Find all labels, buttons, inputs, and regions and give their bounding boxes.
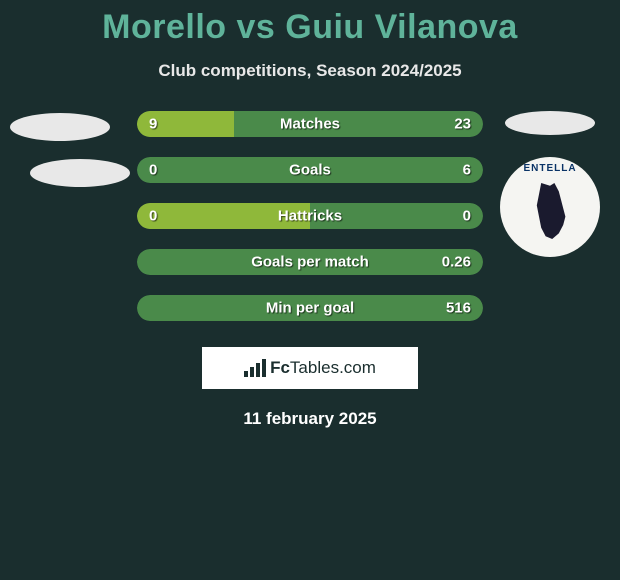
- stat-bar-row: 0 Hattricks 0: [137, 203, 483, 229]
- stat-value-left: 9: [149, 116, 157, 133]
- stat-bar-row: Min per goal 516: [137, 295, 483, 321]
- stat-bar-row: Goals per match 0.26: [137, 249, 483, 275]
- stat-bars: 9 Matches 23 0 Goals 6 0 Hattricks 0 Goals per ma…: [137, 111, 483, 321]
- stat-label: Hattricks: [278, 208, 342, 225]
- stat-value-right: 23: [454, 116, 471, 133]
- stat-value-left: 0: [149, 208, 157, 225]
- stat-value-right: 0: [463, 208, 471, 225]
- brand-prefix: Fc: [270, 358, 290, 377]
- date-line: 11 february 2025: [0, 409, 620, 429]
- stat-bar-row: 0 Goals 6: [137, 157, 483, 183]
- club-crest-silhouette: [528, 183, 572, 239]
- comparison-panel: ENTELLA 9 Matches 23 0 Goals 6 0 Hattricks 0 Goal…: [0, 111, 620, 321]
- stat-label: Goals: [289, 162, 331, 179]
- right-player-badges: ENTELLA: [500, 111, 600, 257]
- stat-label: Matches: [280, 116, 340, 133]
- stat-label: Min per goal: [266, 300, 354, 317]
- stat-value-right: 0.26: [442, 254, 471, 271]
- stat-value-right: 516: [446, 300, 471, 317]
- bar-chart-icon: [244, 359, 266, 377]
- stat-value-right: 6: [463, 162, 471, 179]
- club-crest-entella: ENTELLA: [500, 157, 600, 257]
- left-player-badges: [10, 113, 130, 187]
- brand-footer: FcTables.com: [202, 347, 418, 389]
- page-title: Morello vs Guiu Vilanova: [0, 0, 620, 47]
- brand-text: FcTables.com: [270, 358, 376, 378]
- brand-suffix: Tables.com: [290, 358, 376, 377]
- stat-label: Goals per match: [251, 254, 369, 271]
- stat-bar-row: 9 Matches 23: [137, 111, 483, 137]
- page-subtitle: Club competitions, Season 2024/2025: [0, 61, 620, 81]
- stat-value-left: 0: [149, 162, 157, 179]
- left-badge-1: [10, 113, 110, 141]
- club-crest-text: ENTELLA: [523, 163, 576, 174]
- left-badge-2: [30, 159, 130, 187]
- right-badge-1: [505, 111, 595, 135]
